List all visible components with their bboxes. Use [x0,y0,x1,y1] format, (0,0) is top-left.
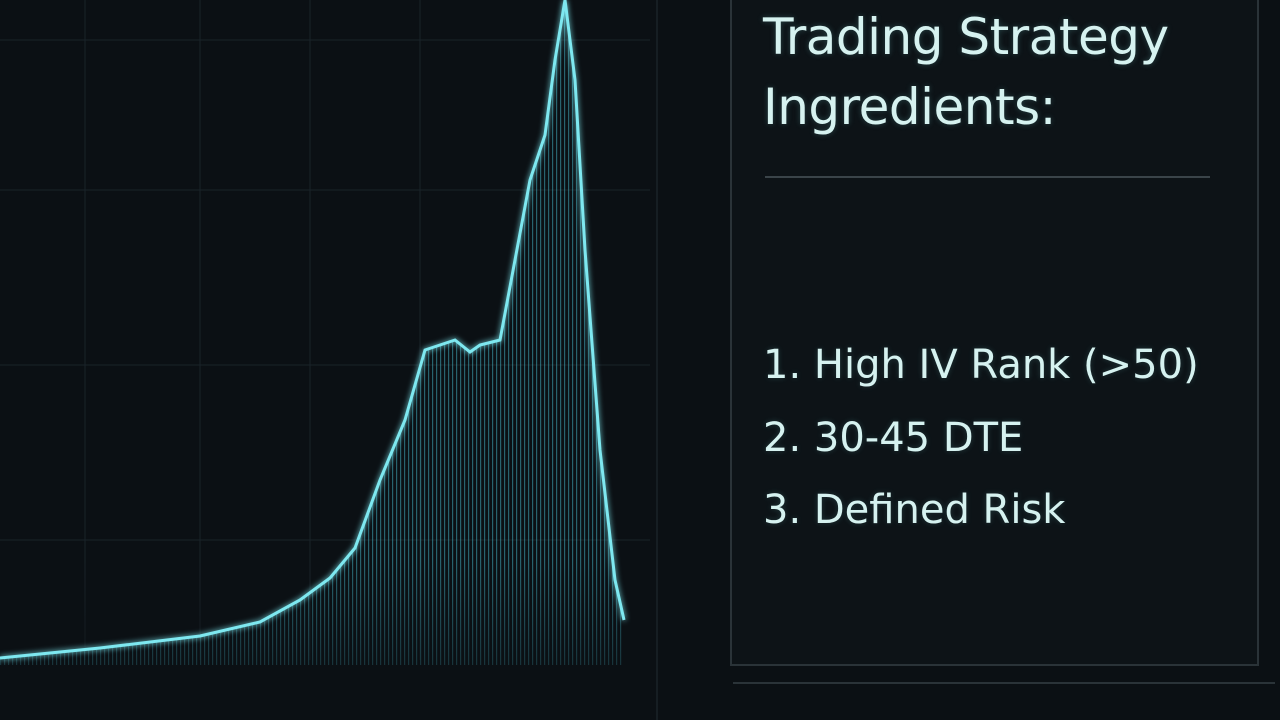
grid [0,0,650,660]
list-item: 2. 30-45 DTE [763,415,1024,461]
panel-title: Trading Strategy Ingredients: [763,8,1169,136]
area-fade [0,560,650,670]
area-hatch [0,0,624,665]
list-item: 1. High IV Rank (>50) [763,342,1199,388]
list-item: 3. Defined Risk [763,487,1066,533]
panel-frame [730,0,1259,666]
trend-line [0,0,626,660]
